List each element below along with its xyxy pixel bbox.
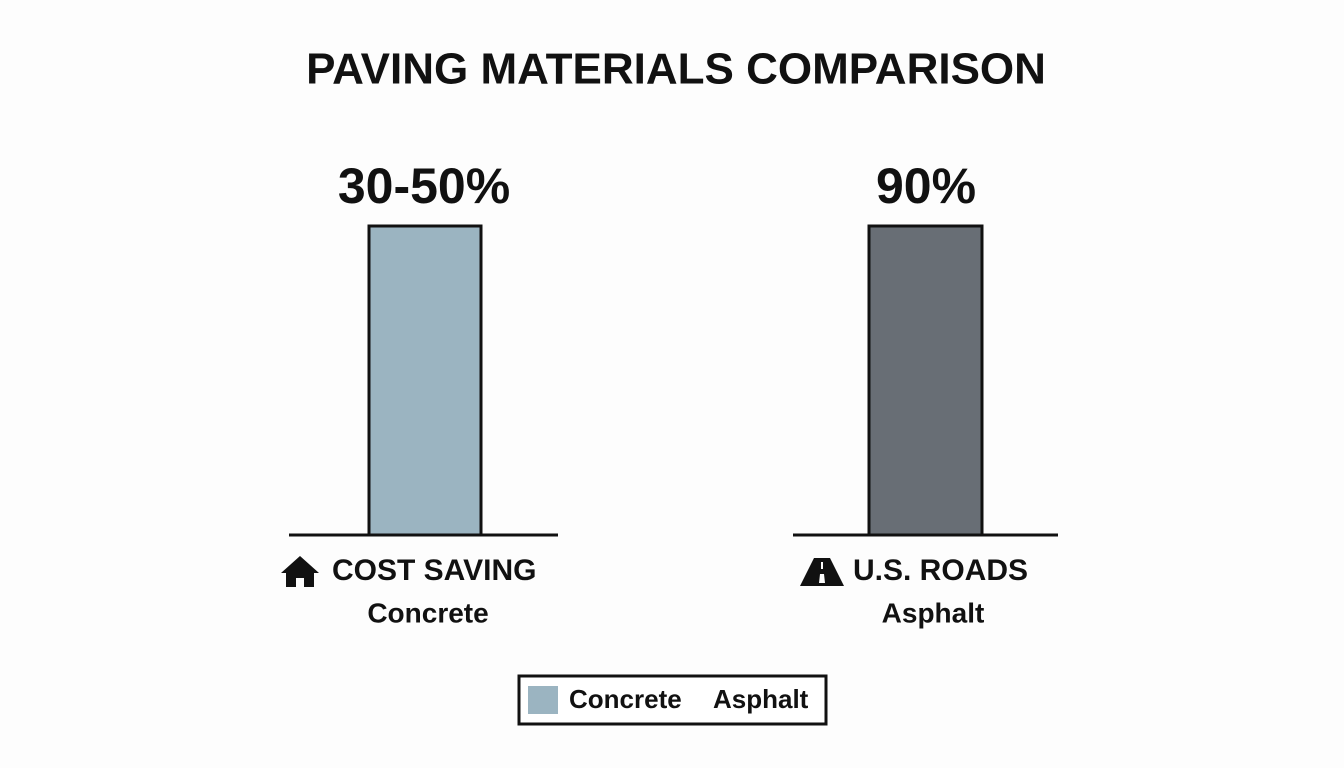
legend-label: Concrete <box>569 684 682 714</box>
road-icon <box>800 558 844 586</box>
bar <box>367 224 483 537</box>
value-label: 90% <box>876 158 976 214</box>
bar <box>867 224 984 537</box>
legend-swatch <box>528 686 558 714</box>
material-label: Concrete <box>367 597 488 628</box>
road-marking <box>819 562 825 583</box>
house-icon <box>281 556 319 587</box>
value-label: 30-50% <box>338 158 510 214</box>
panel-label: COST SAVING <box>332 554 536 587</box>
legend-label: Asphalt <box>713 684 809 714</box>
legend-box <box>517 674 828 726</box>
material-label: Asphalt <box>882 597 985 628</box>
panel-label: U.S. ROADS <box>853 554 1028 587</box>
title: PAVING MATERIALS COMPARISON <box>306 45 1046 94</box>
